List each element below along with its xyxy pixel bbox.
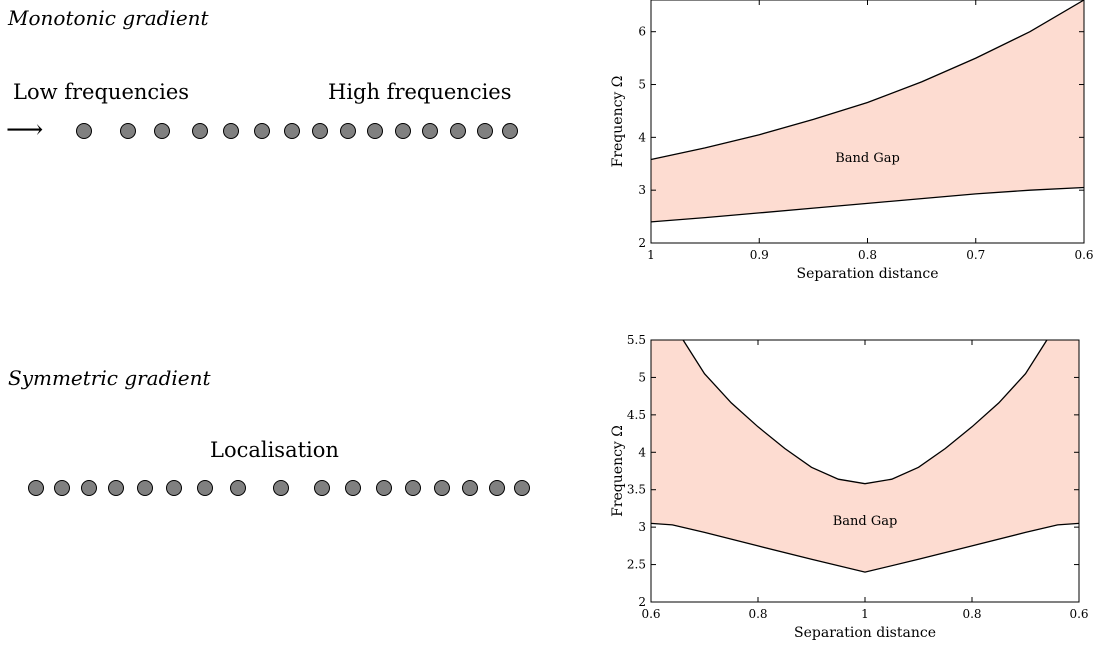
resonator — [462, 480, 478, 496]
localisation-label: Localisation — [210, 438, 339, 462]
resonator — [502, 123, 518, 139]
x-tick-label: 0.8 — [748, 607, 767, 621]
x-axis-title: Separation distance — [794, 625, 936, 641]
resonator — [514, 480, 530, 496]
x-tick-label: 1 — [861, 607, 869, 621]
upper-band-edge-line — [650, 0, 1085, 161]
x-tick-label: 0.7 — [966, 248, 985, 262]
resonator — [405, 480, 421, 496]
resonator — [477, 123, 493, 139]
band-gap-annotation: Band Gap — [835, 151, 900, 166]
resonator — [284, 123, 300, 139]
x-tick-label: 1 — [647, 248, 655, 262]
x-tick-label: 0.6 — [1074, 248, 1093, 262]
monotonic-resonator-chain — [76, 123, 518, 139]
monotonic-gradient-heading: Monotonic gradient — [8, 6, 209, 30]
upper-band-edge-line — [682, 339, 1048, 485]
resonator — [434, 480, 450, 496]
resonator — [166, 480, 182, 496]
resonator — [154, 123, 170, 139]
resonator — [395, 123, 411, 139]
y-tick-label: 2.5 — [627, 558, 646, 572]
resonator — [312, 123, 328, 139]
resonator — [28, 480, 44, 496]
x-tick-label: 0.8 — [962, 607, 981, 621]
resonator — [81, 480, 97, 496]
resonator — [367, 123, 383, 139]
lower-band-edge-line — [650, 522, 1080, 573]
resonator — [340, 123, 356, 139]
resonator — [345, 480, 361, 496]
resonator — [192, 123, 208, 139]
x-tick-label: 0.6 — [1069, 607, 1088, 621]
y-tick-label: 2 — [638, 595, 646, 609]
resonator — [450, 123, 466, 139]
y-tick-label: 2 — [638, 236, 646, 250]
resonator — [54, 480, 70, 496]
lower-band-edge-line — [650, 186, 1085, 223]
resonator — [254, 123, 270, 139]
incident-wave-arrow-icon: ⟶ — [6, 115, 44, 145]
x-axis-title: Separation distance — [797, 266, 939, 282]
axis-ticks: 1 0.9 0.8 0.7 0.6 2 3 4 5 6 — [638, 0, 1094, 262]
band-gap-region — [651, 340, 1079, 573]
y-tick-label: 5.5 — [627, 333, 646, 347]
resonator — [376, 480, 392, 496]
x-tick-label: 0.8 — [858, 248, 877, 262]
resonator — [230, 480, 246, 496]
y-tick-label: 6 — [638, 25, 646, 39]
resonator — [137, 480, 153, 496]
symmetric-bandgap-chart: 0.6 0.8 1 0.8 0.622.533.544.555.5 Band Gap S… — [610, 333, 1089, 641]
resonator — [76, 123, 92, 139]
low-frequencies-label: Low frequencies — [13, 80, 190, 104]
symmetric-gradient-heading: Symmetric gradient — [8, 366, 211, 390]
resonator — [197, 480, 213, 496]
y-tick-label: 4 — [638, 130, 646, 144]
y-tick-label: 3 — [638, 183, 646, 197]
resonator — [422, 123, 438, 139]
monotonic-bandgap-chart: 1 0.9 0.8 0.7 0.6 2 3 4 5 6 Band Gap Separation d… — [610, 0, 1094, 282]
y-tick-label: 5 — [638, 370, 646, 384]
high-frequencies-label: High frequencies — [328, 80, 512, 104]
band-gap-annotation: Band Gap — [833, 514, 898, 529]
resonator — [223, 123, 239, 139]
y-tick-label: 4.5 — [627, 408, 646, 422]
symmetric-resonator-chain — [28, 480, 530, 496]
x-tick-label: 0.9 — [750, 248, 769, 262]
y-axis-title: Frequency Ω — [610, 76, 626, 168]
resonator — [489, 480, 505, 496]
x-tick-label: 0.6 — [641, 607, 660, 621]
resonator — [108, 480, 124, 496]
axis-ticks: 0.6 0.8 1 0.8 0.622.533.544.555.5 — [627, 333, 1089, 621]
y-tick-label: 5 — [638, 78, 646, 92]
resonator — [314, 480, 330, 496]
resonator — [120, 123, 136, 139]
resonator — [273, 480, 289, 496]
y-tick-label: 4 — [638, 445, 646, 459]
y-tick-label: 3 — [638, 520, 646, 534]
y-tick-label: 3.5 — [627, 483, 646, 497]
band-gap-region — [651, 0, 1084, 222]
y-axis-title: Frequency Ω — [610, 425, 626, 517]
